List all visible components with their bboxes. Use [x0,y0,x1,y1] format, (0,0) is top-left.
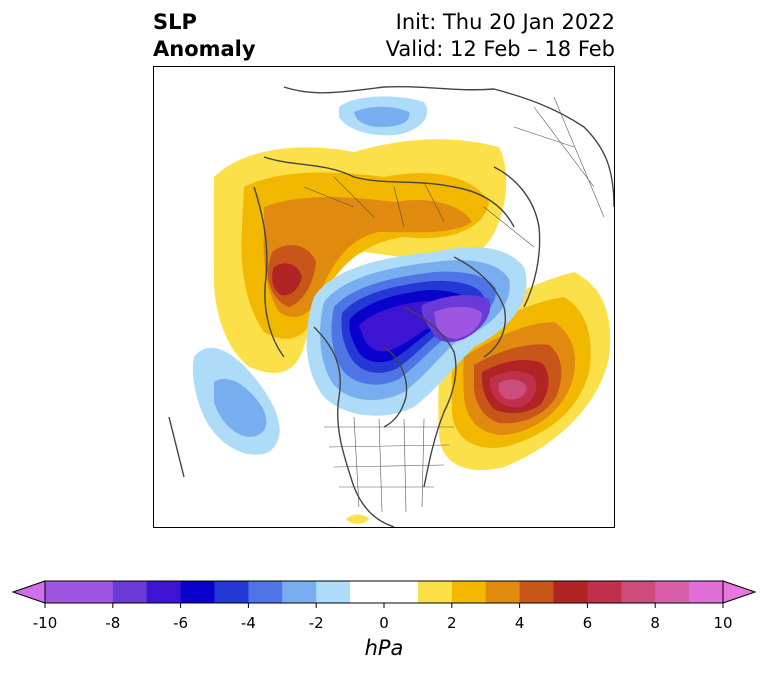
colorbar-bin-12 [451,581,487,603]
map-canvas [168,85,614,527]
coastlines [168,85,614,527]
negative-anomaly-arctic [306,247,527,416]
colorbar-over-arrow [722,580,757,604]
colorbar-tick-label: 8 [650,614,660,632]
title-variable: SLP [153,10,197,34]
colorbar-under-arrow [11,580,46,604]
colorbar-bin-17 [621,581,656,603]
negative-anomaly-pacific [192,347,280,455]
colorbar-tick-label: -4 [240,614,256,632]
colorbar-bin-11 [417,581,453,603]
colorbar-tick-label: 4 [514,614,525,632]
colorbar-tick-label: -6 [173,614,189,632]
colorbar-bin-1 [78,581,114,603]
valid-range: Valid: 12 Feb – 18 Feb [385,37,615,61]
colorbar-bin-14 [519,581,554,603]
negative-anomaly-siberia [339,96,428,136]
colorbar-bin-9 [350,581,385,603]
colorbar-bin-18 [655,581,690,603]
colorbar-bin-16 [587,581,622,603]
colorbar-bin-15 [553,581,588,603]
colorbar-bin-4 [180,581,215,603]
colorbar-tick-label: 10 [713,614,733,632]
colorbar [11,580,757,608]
colorbar-bin-13 [485,581,521,603]
colorbar-bin-3 [146,581,182,603]
colorbar-unit: hPa [364,636,404,660]
anomaly-map [153,66,615,528]
colorbar-tick-label: 6 [582,614,593,632]
colorbar-bin-8 [316,581,351,603]
map-title: SLP Anomaly [153,9,256,63]
colorbar-tick-label: -10 [32,614,58,632]
map-dates: Init: Thu 20 Jan 2022 Valid: 12 Feb – 18… [386,9,615,63]
colorbar-bin-19 [689,581,724,603]
positive-anomaly-small [346,514,369,524]
colorbar-bin-6 [248,581,283,603]
colorbar-tick-label: -8 [105,614,121,632]
colorbar-bin-0 [45,581,80,603]
colorbar-tick-label: 2 [447,614,457,632]
positive-anomaly-north [213,139,507,373]
init-date: Init: Thu 20 Jan 2022 [395,10,615,34]
colorbar-bin-2 [112,581,148,603]
colorbar-bins [45,581,724,603]
colorbar-bin-10 [384,581,419,603]
political-borders [303,96,605,513]
colorbar-tick-label: 0 [379,614,389,632]
colorbar-ticks [44,603,724,608]
colorbar-bin-7 [282,581,317,603]
title-field: Anomaly [153,37,256,61]
colorbar-bin-5 [214,581,249,603]
colorbar-tick-label: -2 [308,614,324,632]
